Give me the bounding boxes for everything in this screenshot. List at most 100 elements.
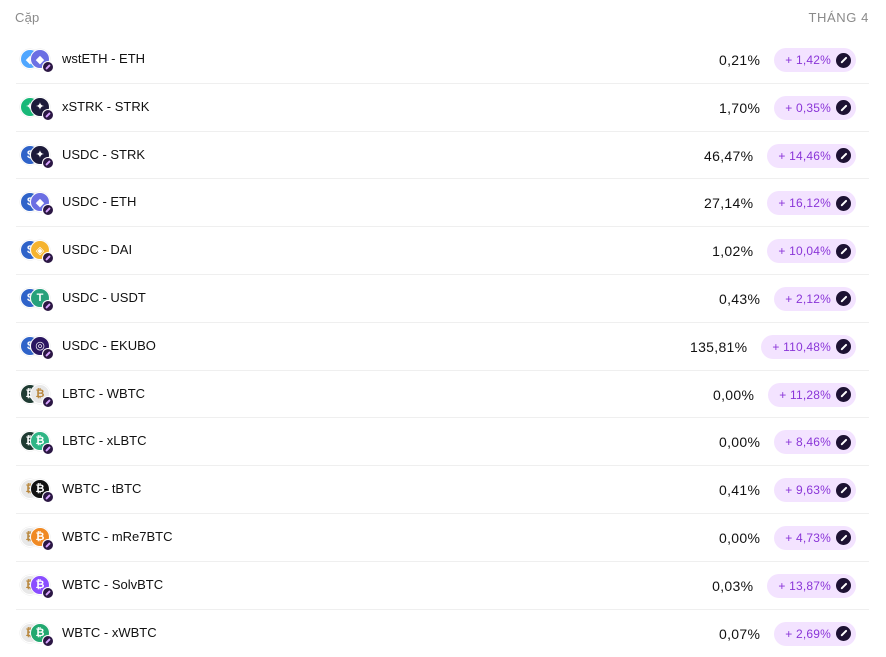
bonus-apr-badge[interactable]: + 13,87% bbox=[767, 573, 856, 598]
pair-row[interactable]: $◎ USDC - EKUBO 135,81% + 110,48% bbox=[16, 323, 869, 371]
apr-value: 0,03% bbox=[712, 577, 754, 594]
pair-name: USDC - STRK bbox=[62, 146, 146, 162]
pair-name: WBTC - SolvBTC bbox=[62, 576, 164, 592]
bonus-apr-value: + 10,04% bbox=[778, 244, 831, 259]
bonus-apr-value: + 13,87% bbox=[778, 578, 831, 593]
apr-cell: 46,47% + 14,46% bbox=[704, 143, 856, 169]
bonus-apr-value: + 16,12% bbox=[778, 196, 831, 211]
pair-name: wstETH - ETH bbox=[62, 51, 146, 66]
pair-name: USDC - ETH bbox=[62, 194, 137, 210]
apr-cell: 1,70% + 0,35% bbox=[719, 95, 856, 121]
pair-icons: $◆ bbox=[20, 192, 54, 217]
pair-icons: ₿₿ bbox=[20, 431, 54, 456]
apr-cell: 0,03% + 13,87% bbox=[712, 573, 856, 599]
apr-value: 1,02% bbox=[712, 243, 754, 260]
apr-cell: 27,14% + 16,12% bbox=[704, 190, 856, 216]
pair-row[interactable]: ✦✦ xSTRK - STRK 1,70% + 0,35% bbox=[16, 84, 869, 132]
apr-cell: 0,00% + 4,73% bbox=[719, 525, 856, 551]
pair-name: USDC - DAI bbox=[62, 242, 133, 258]
pair-icons: $◎ bbox=[20, 335, 54, 360]
starknet-badge-icon bbox=[42, 61, 54, 73]
starknet-reward-icon bbox=[836, 530, 851, 546]
bonus-apr-value: + 14,46% bbox=[778, 148, 831, 163]
bonus-apr-badge[interactable]: + 14,46% bbox=[767, 143, 856, 168]
bonus-apr-badge[interactable]: + 1,42% bbox=[774, 48, 856, 72]
starknet-badge-icon bbox=[42, 491, 54, 504]
bonus-apr-badge[interactable]: + 10,04% bbox=[767, 239, 856, 264]
apr-cell: 0,07% + 2,69% bbox=[719, 621, 856, 647]
starknet-badge-icon bbox=[42, 634, 54, 647]
starknet-badge-icon bbox=[42, 108, 54, 121]
pair-row[interactable]: ₿₿ WBTC - mRe7BTC 0,00% + 4,73% bbox=[16, 514, 869, 562]
bonus-apr-badge[interactable]: + 110,48% bbox=[761, 334, 856, 359]
starknet-reward-icon bbox=[836, 291, 851, 307]
pair-row[interactable]: $T USDC - USDT 0,43% + 2,12% bbox=[16, 275, 869, 323]
pair-row[interactable]: $◈ USDC - DAI 1,02% + 10,04% bbox=[16, 227, 869, 275]
pair-icons: $T bbox=[20, 287, 54, 312]
bonus-apr-badge[interactable]: + 4,73% bbox=[774, 525, 856, 550]
bonus-apr-badge[interactable]: + 16,12% bbox=[767, 191, 856, 216]
starknet-reward-icon bbox=[836, 243, 851, 259]
starknet-reward-icon bbox=[836, 482, 851, 498]
pair-icons: ₿₿ bbox=[20, 622, 54, 647]
pair-icons: $◈ bbox=[20, 240, 54, 265]
column-header-pair[interactable]: Cặp bbox=[15, 10, 40, 25]
starknet-badge-icon bbox=[42, 299, 54, 312]
pair-name: LBTC - WBTC bbox=[62, 385, 146, 401]
bonus-apr-value: + 110,48% bbox=[772, 339, 831, 354]
bonus-apr-badge[interactable]: + 8,46% bbox=[774, 430, 856, 455]
apr-value: 0,00% bbox=[713, 386, 755, 403]
starknet-badge-icon bbox=[42, 395, 54, 408]
pair-icons: ✦✦ bbox=[20, 96, 54, 121]
bonus-apr-badge[interactable]: + 11,28% bbox=[768, 382, 856, 407]
apr-value: 0,43% bbox=[719, 290, 761, 307]
pair-row[interactable]: ₿₿ WBTC - SolvBTC 0,03% + 13,87% bbox=[16, 562, 869, 610]
pair-row[interactable]: ◆◆ wstETH - ETH 0,21% + 1,42% bbox=[16, 36, 869, 84]
bonus-apr-value: + 4,73% bbox=[785, 530, 831, 545]
apr-cell: 0,00% + 8,46% bbox=[719, 429, 856, 455]
bonus-apr-value: + 9,63% bbox=[785, 483, 831, 498]
pair-icons: ₿₿ bbox=[20, 526, 54, 551]
apr-value: 0,21% bbox=[719, 52, 761, 68]
pair-icons: ₿₿ bbox=[20, 574, 54, 599]
pair-name: USDC - EKUBO bbox=[62, 337, 156, 353]
bonus-apr-value: + 2,69% bbox=[785, 626, 831, 641]
apr-value: 46,47% bbox=[704, 147, 754, 164]
pair-name: USDC - USDT bbox=[62, 289, 146, 305]
pair-row[interactable]: ₿₿ LBTC - xLBTC 0,00% + 8,46% bbox=[16, 418, 869, 467]
apr-value: 0,00% bbox=[719, 529, 761, 546]
bonus-apr-value: + 11,28% bbox=[779, 387, 831, 402]
pair-row[interactable]: ₿₿ LBTC - WBTC 0,00% + 11,28% bbox=[16, 371, 869, 419]
apr-cell: 1,02% + 10,04% bbox=[712, 238, 856, 264]
starknet-reward-icon bbox=[836, 434, 851, 450]
starknet-badge-icon bbox=[42, 156, 54, 169]
pair-name: WBTC - xWBTC bbox=[62, 624, 157, 640]
bonus-apr-badge[interactable]: + 0,35% bbox=[774, 95, 856, 120]
starknet-badge-icon bbox=[42, 204, 54, 217]
apr-value: 0,07% bbox=[719, 625, 761, 642]
apr-value: 1,70% bbox=[719, 99, 761, 116]
pair-name: WBTC - tBTC bbox=[62, 481, 142, 497]
bonus-apr-value: + 2,12% bbox=[785, 291, 831, 306]
starknet-badge-icon bbox=[42, 252, 54, 265]
pair-row[interactable]: $◆ USDC - ETH 27,14% + 16,12% bbox=[16, 179, 869, 228]
bonus-apr-badge[interactable]: + 9,63% bbox=[774, 478, 856, 503]
starknet-reward-icon bbox=[836, 148, 851, 164]
apr-cell: 0,41% + 9,63% bbox=[719, 477, 856, 503]
pair-row[interactable]: ₿₿ WBTC - xWBTC 0,07% + 2,69% bbox=[16, 610, 869, 657]
apr-cell: 0,00% + 11,28% bbox=[713, 382, 856, 408]
pair-row[interactable]: ₿₿ WBTC - tBTC 0,41% + 9,63% bbox=[16, 466, 869, 514]
pair-row[interactable]: $✦ USDC - STRK 46,47% + 14,46% bbox=[16, 132, 869, 180]
starknet-badge-icon bbox=[42, 538, 54, 551]
apr-value: 0,00% bbox=[719, 434, 761, 451]
apr-cell: 0,21% + 1,42% bbox=[719, 47, 856, 73]
pair-icons: ₿₿ bbox=[20, 479, 54, 504]
starknet-badge-icon bbox=[42, 347, 54, 360]
column-header-month[interactable]: THÁNG 4 bbox=[808, 10, 869, 25]
starknet-reward-icon bbox=[836, 100, 851, 116]
pairs-list: ◆◆ wstETH - ETH 0,21% + 1,42% ✦✦ xSTRK - STRK… bbox=[16, 36, 869, 657]
bonus-apr-badge[interactable]: + 2,12% bbox=[774, 286, 856, 311]
apr-value: 0,41% bbox=[719, 482, 761, 499]
bonus-apr-badge[interactable]: + 2,69% bbox=[774, 621, 856, 646]
pair-name: WBTC - mRe7BTC bbox=[62, 528, 173, 544]
